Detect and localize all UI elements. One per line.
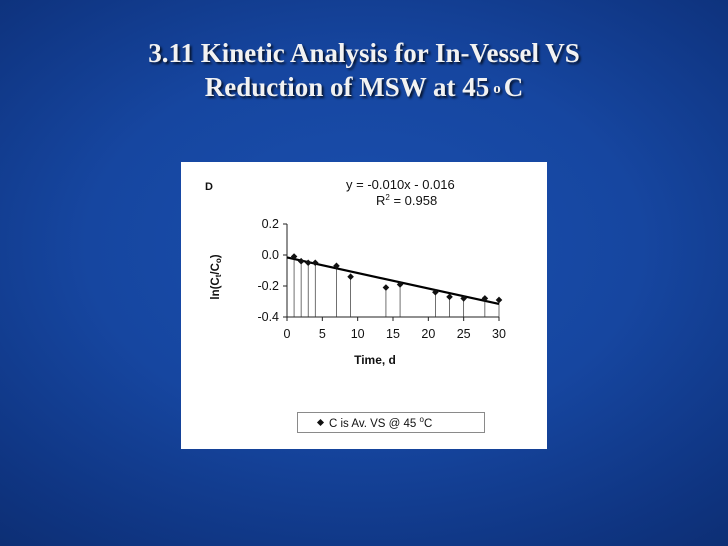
y-axis-title: ln(Ct/Co) [210, 254, 223, 299]
r-squared-label: R [376, 193, 385, 208]
panel-label: D [205, 181, 213, 193]
y-tick-label: -0.4 [257, 310, 279, 324]
x-tick-label: 25 [457, 327, 471, 341]
r-squared-value: = 0.958 [390, 193, 437, 208]
r-squared-text: R2 = 0.958 [376, 193, 437, 208]
data-point [304, 259, 312, 267]
x-tick-label: 20 [421, 327, 435, 341]
slide-title: 3.11 Kinetic Analysis for In-Vessel VS R… [60, 36, 668, 109]
title-line-2-text: Reduction of MSW at 45 [204, 72, 490, 102]
chart: D y = -0.010x - 0.016 R2 = 0.958 ln(Ct/C… [205, 177, 506, 367]
title-line-1: 3.11 Kinetic Analysis for In-Vessel VS [148, 38, 580, 68]
data-point [481, 295, 489, 302]
y-tick-label: 0.2 [262, 217, 279, 231]
legend-marker-icon [316, 418, 325, 427]
plot-area: 0.2 0.0 -0.2 -0.4 0 5 10 15 20 25 30 [257, 217, 506, 341]
r-squared-sup: 2 [385, 193, 390, 202]
svg-text:ln(Ct/Co): ln(Ct/Co) [210, 254, 223, 299]
data-point [495, 296, 503, 304]
data-point [460, 295, 467, 302]
chart-panel: D y = -0.010x - 0.016 R2 = 0.958 ln(Ct/C… [181, 162, 547, 449]
x-tick-label: 10 [351, 327, 365, 341]
legend-label: C is Av. VS @ 45 oC [329, 415, 432, 430]
x-axis-title: Time, d [354, 353, 396, 367]
title-line-2: Reduction of MSW at 45 o C [60, 70, 668, 109]
x-tick-label: 5 [319, 327, 326, 341]
legend: C is Av. VS @ 45 oC [297, 412, 485, 433]
y-tick-label: -0.2 [257, 279, 279, 293]
x-tick-label: 0 [284, 327, 291, 341]
data-point [396, 281, 404, 288]
data-point [347, 273, 354, 280]
title-unit: C [503, 72, 524, 102]
data-point [382, 284, 390, 291]
legend-text: C is Av. VS @ 45 [329, 417, 420, 430]
y-tick-label: 0.0 [262, 248, 279, 262]
title-degree: o [493, 81, 501, 97]
x-tick-label: 30 [492, 327, 506, 341]
data-point [432, 288, 439, 296]
data-point [311, 259, 319, 267]
trend-line [286, 256, 500, 306]
legend-unit: C [423, 417, 433, 430]
data-point [297, 257, 305, 265]
data-point [446, 293, 453, 301]
x-tick-label: 15 [386, 327, 400, 341]
legend-degree: o [419, 415, 424, 425]
equation-text: y = -0.010x - 0.016 [346, 177, 455, 192]
